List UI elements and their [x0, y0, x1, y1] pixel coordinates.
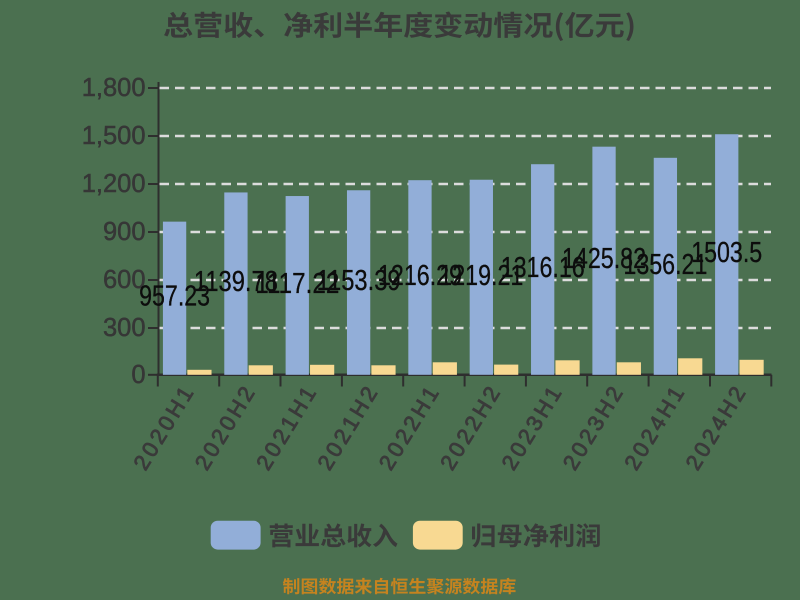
svg-text:1,800: 1,800 — [82, 74, 146, 102]
svg-text:1356.21: 1356.21 — [623, 249, 707, 281]
svg-text:900: 900 — [103, 218, 146, 246]
svg-text:1153.39: 1153.39 — [317, 265, 401, 297]
svg-text:1316.16: 1316.16 — [501, 252, 585, 284]
svg-text:1219.21: 1219.21 — [439, 260, 523, 292]
svg-text:1216.29: 1216.29 — [378, 260, 462, 292]
svg-text:1139.78: 1139.78 — [194, 266, 278, 298]
svg-text:957.23: 957.23 — [139, 281, 210, 313]
svg-text:600: 600 — [103, 266, 146, 294]
svg-text:0: 0 — [131, 361, 145, 389]
svg-text:300: 300 — [103, 314, 146, 342]
svg-text:1,500: 1,500 — [82, 122, 146, 150]
svg-text:1503.5: 1503.5 — [691, 237, 762, 269]
svg-text:1425.82: 1425.82 — [562, 243, 646, 275]
svg-text:1117.22: 1117.22 — [255, 268, 339, 300]
svg-text:1,200: 1,200 — [82, 170, 146, 198]
